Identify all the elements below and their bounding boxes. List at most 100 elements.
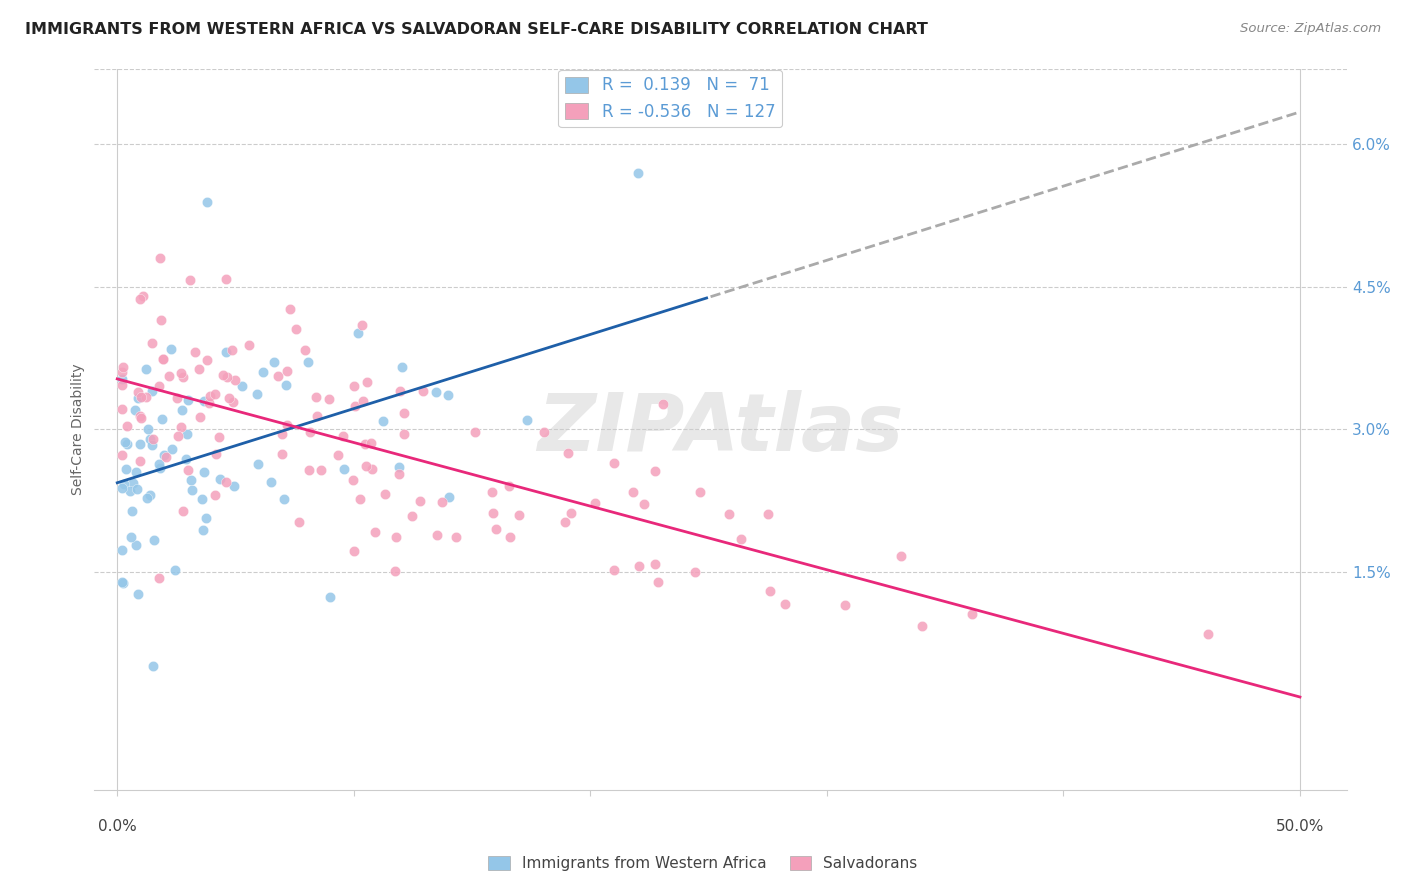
Point bbox=[231, 379, 253, 393]
Point bbox=[172, 369, 194, 384]
Point bbox=[333, 462, 356, 476]
Point bbox=[131, 390, 153, 404]
Point bbox=[297, 355, 319, 369]
Y-axis label: Self-Care Disability: Self-Care Disability bbox=[72, 364, 86, 495]
Point bbox=[124, 403, 146, 417]
Point bbox=[174, 452, 197, 467]
Point bbox=[149, 252, 172, 266]
Point bbox=[349, 492, 371, 507]
Point bbox=[125, 466, 148, 480]
Point bbox=[195, 194, 218, 209]
Point bbox=[481, 485, 503, 500]
Point bbox=[139, 488, 162, 502]
Point bbox=[149, 461, 172, 475]
Point bbox=[756, 507, 779, 521]
Point bbox=[172, 504, 194, 518]
Point bbox=[218, 391, 240, 405]
Point bbox=[284, 322, 307, 336]
Point bbox=[644, 557, 666, 571]
Point bbox=[111, 365, 134, 379]
Point bbox=[371, 413, 394, 427]
Point bbox=[157, 368, 180, 383]
Point bbox=[392, 427, 415, 442]
Point bbox=[125, 538, 148, 552]
Point bbox=[122, 475, 145, 490]
Point bbox=[360, 435, 382, 450]
Point bbox=[437, 490, 460, 504]
Point bbox=[129, 454, 152, 468]
Point bbox=[890, 549, 912, 564]
Point bbox=[193, 523, 215, 537]
Point bbox=[482, 506, 505, 520]
Point bbox=[276, 417, 298, 432]
Point bbox=[391, 360, 413, 375]
Point bbox=[215, 475, 238, 489]
Point bbox=[911, 619, 934, 633]
Point bbox=[298, 425, 321, 439]
Point bbox=[318, 392, 340, 407]
Point bbox=[759, 584, 782, 599]
Point bbox=[298, 463, 321, 477]
Point bbox=[112, 477, 135, 491]
Point bbox=[184, 345, 207, 359]
Point bbox=[273, 491, 295, 506]
Point bbox=[114, 435, 136, 450]
Point bbox=[446, 530, 468, 544]
Point bbox=[128, 436, 150, 450]
Point bbox=[215, 369, 238, 384]
Point bbox=[141, 438, 163, 452]
Point bbox=[247, 458, 270, 472]
Point bbox=[118, 483, 141, 498]
Point bbox=[131, 289, 153, 303]
Point bbox=[392, 406, 415, 420]
Point bbox=[361, 461, 384, 475]
Point bbox=[181, 483, 204, 497]
Point bbox=[627, 166, 650, 180]
Point bbox=[177, 463, 200, 477]
Point bbox=[125, 482, 148, 496]
Point bbox=[717, 507, 740, 521]
Point bbox=[215, 344, 238, 359]
Point bbox=[155, 450, 177, 464]
Point bbox=[343, 399, 366, 413]
Point bbox=[141, 384, 163, 398]
Point bbox=[621, 485, 644, 500]
Point bbox=[343, 544, 366, 558]
Point bbox=[112, 359, 135, 374]
Point bbox=[115, 437, 138, 451]
Point bbox=[516, 413, 538, 427]
Point bbox=[200, 389, 222, 403]
Point bbox=[111, 372, 134, 386]
Point bbox=[354, 458, 377, 473]
Point bbox=[142, 659, 165, 673]
Point bbox=[111, 448, 134, 462]
Point bbox=[215, 272, 238, 286]
Point bbox=[266, 369, 288, 384]
Point bbox=[111, 574, 134, 589]
Point bbox=[135, 361, 157, 376]
Point bbox=[319, 590, 342, 604]
Point bbox=[305, 409, 328, 424]
Point bbox=[364, 524, 387, 539]
Point bbox=[176, 427, 198, 442]
Point bbox=[111, 378, 134, 392]
Point bbox=[121, 504, 143, 518]
Point bbox=[508, 508, 530, 522]
Point bbox=[127, 384, 149, 399]
Point bbox=[326, 448, 349, 462]
Point bbox=[150, 313, 173, 327]
Point bbox=[651, 397, 673, 411]
Point bbox=[387, 460, 409, 475]
Point bbox=[191, 492, 214, 507]
Point bbox=[129, 292, 152, 306]
Point bbox=[354, 436, 377, 450]
Point bbox=[554, 515, 576, 529]
Point bbox=[633, 497, 655, 511]
Point bbox=[163, 563, 186, 577]
Point bbox=[197, 396, 219, 410]
Point bbox=[148, 457, 170, 471]
Point bbox=[152, 449, 174, 463]
Point bbox=[560, 506, 582, 520]
Point bbox=[276, 378, 298, 392]
Point bbox=[111, 575, 134, 590]
